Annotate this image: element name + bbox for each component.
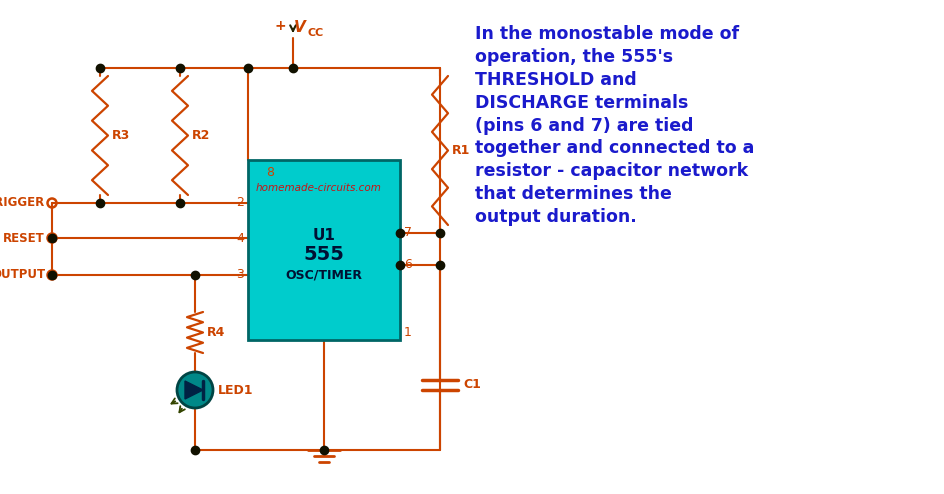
- Text: LED1: LED1: [218, 383, 254, 397]
- Text: In the monostable mode of
operation, the 555's
THRESHOLD and
DISCHARGE terminals: In the monostable mode of operation, the…: [475, 25, 754, 226]
- Text: OUTPUT: OUTPUT: [0, 269, 45, 282]
- Text: R2: R2: [192, 129, 211, 142]
- Text: 3: 3: [236, 269, 244, 282]
- Text: V: V: [294, 20, 306, 36]
- Circle shape: [177, 372, 213, 408]
- Text: C1: C1: [463, 378, 480, 392]
- Text: U1: U1: [312, 228, 335, 243]
- Text: 6: 6: [404, 258, 412, 272]
- FancyBboxPatch shape: [248, 160, 400, 340]
- Text: +: +: [274, 19, 286, 33]
- Text: 8: 8: [266, 165, 274, 178]
- Text: 4: 4: [236, 232, 244, 245]
- Text: RESET: RESET: [3, 232, 45, 245]
- Text: OSC/TIMER: OSC/TIMER: [285, 269, 362, 282]
- Polygon shape: [185, 381, 203, 399]
- Text: 1: 1: [404, 326, 412, 338]
- Text: 555: 555: [304, 246, 345, 264]
- Text: R3: R3: [112, 129, 130, 142]
- Text: CC: CC: [308, 28, 324, 38]
- Text: R1: R1: [452, 144, 470, 157]
- Text: 7: 7: [404, 227, 412, 240]
- Text: R4: R4: [207, 326, 226, 339]
- Text: homemade-circuits.com: homemade-circuits.com: [256, 183, 382, 193]
- Text: 2: 2: [236, 197, 244, 209]
- Text: TRIGGER: TRIGGER: [0, 197, 45, 209]
